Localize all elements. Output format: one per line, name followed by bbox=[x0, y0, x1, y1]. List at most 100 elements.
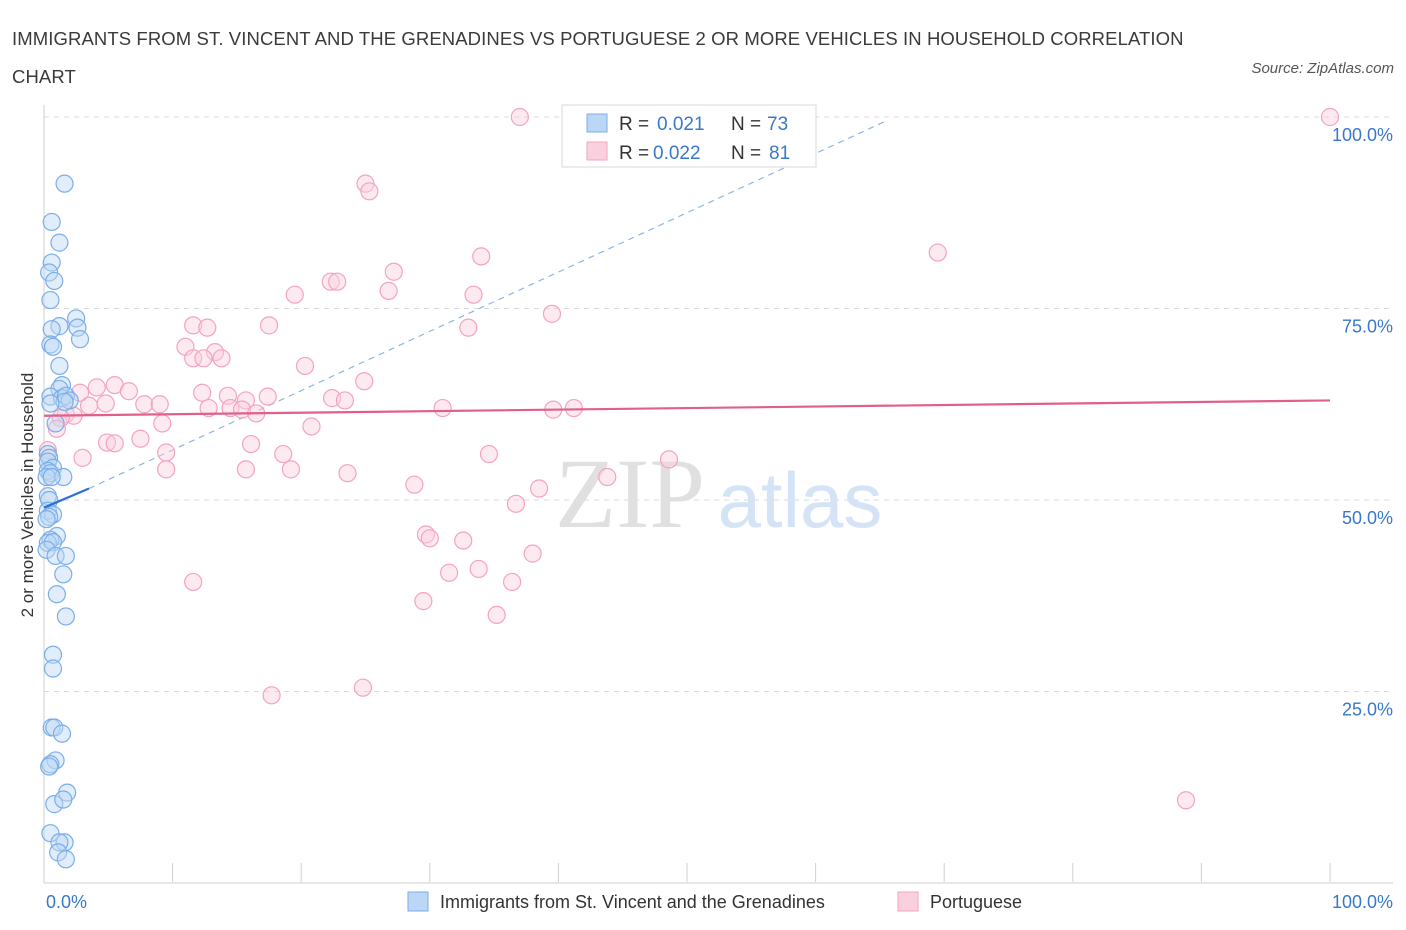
immigrant-point bbox=[56, 546, 75, 566]
portuguese-trend-line bbox=[43, 399, 1331, 417]
portuguese-point bbox=[379, 281, 398, 300]
stats-legend: R = 0.021 N = 73 R = 0.022 N = 81 bbox=[561, 104, 817, 168]
portuguese-point bbox=[194, 349, 213, 368]
svg-points bbox=[37, 174, 90, 869]
portuguese-point bbox=[281, 460, 301, 479]
blue-trend-dashed bbox=[88, 120, 887, 490]
legend-r-label-2: R = bbox=[619, 143, 649, 164]
portuguese-point bbox=[221, 398, 240, 418]
portuguese-point bbox=[236, 391, 256, 410]
immigrant-point bbox=[42, 320, 61, 339]
x-tick-label: 0.0% bbox=[46, 892, 87, 912]
portuguese-point bbox=[157, 443, 176, 462]
legend-bottom-label-blue: Immigrants from St. Vincent and the Gren… bbox=[440, 892, 825, 912]
portuguese-point bbox=[70, 383, 90, 402]
portuguese-point bbox=[355, 372, 374, 391]
portuguese-point bbox=[353, 678, 373, 697]
legend-r-value-1: 0.021 bbox=[657, 114, 705, 135]
portuguese-point bbox=[193, 383, 212, 402]
portuguese-point bbox=[153, 414, 172, 433]
portuguese-point bbox=[503, 572, 522, 592]
portuguese-point bbox=[87, 378, 106, 397]
portuguese-point bbox=[542, 304, 562, 323]
legend-swatch-pink bbox=[586, 141, 608, 161]
immigrant-point bbox=[49, 843, 68, 862]
portuguese-point bbox=[928, 243, 947, 262]
portuguese-point bbox=[405, 475, 424, 494]
portuguese-point bbox=[328, 272, 347, 291]
immigrant-point bbox=[55, 392, 74, 412]
y-tick-label: 25.0% bbox=[1342, 700, 1393, 720]
source-note: Source: ZipAtlas.com bbox=[1251, 60, 1394, 77]
portuguese-point bbox=[335, 391, 355, 410]
trend-lines bbox=[43, 399, 1331, 509]
y-tick-label: 50.0% bbox=[1342, 508, 1393, 528]
immigrant-point bbox=[37, 510, 56, 529]
x-tick-labels: 0.0% 100.0% bbox=[46, 892, 1393, 912]
portuguese-point bbox=[79, 396, 99, 415]
portuguese-point bbox=[241, 434, 261, 454]
watermark: ZIP atlas bbox=[555, 438, 882, 549]
immigrant-point bbox=[41, 290, 60, 310]
immigrant-point bbox=[42, 212, 61, 232]
immigrant-point bbox=[56, 607, 75, 626]
immigrant-point bbox=[47, 585, 66, 604]
immigrant-point bbox=[41, 335, 60, 354]
immigrant-point bbox=[42, 467, 61, 487]
immigrant-point bbox=[41, 394, 60, 413]
portuguese-point bbox=[338, 464, 357, 483]
portuguese-point bbox=[259, 316, 279, 335]
legend-n-label-1: N = bbox=[731, 114, 761, 135]
portuguese-point bbox=[295, 356, 315, 376]
immigrant-point bbox=[50, 356, 69, 376]
portuguese-point bbox=[73, 448, 92, 467]
portuguese-point bbox=[184, 349, 203, 368]
immigrant-point bbox=[46, 546, 65, 566]
watermark-atlas: atlas bbox=[718, 456, 883, 544]
portuguese-point bbox=[414, 592, 433, 611]
portuguese-point bbox=[96, 394, 115, 413]
immigrant-point bbox=[41, 530, 60, 549]
legend-r-label-1: R = bbox=[619, 114, 649, 135]
portuguese-point bbox=[439, 563, 459, 582]
portuguese-point bbox=[105, 434, 124, 453]
portuguese-point bbox=[469, 559, 488, 579]
portuguese-point bbox=[433, 398, 452, 418]
y-tick-labels: 100.0% 75.0% 50.0% 25.0% bbox=[1332, 125, 1393, 720]
portuguese-point bbox=[510, 107, 529, 127]
immigrant-point bbox=[68, 318, 87, 337]
portuguese-point bbox=[302, 417, 321, 436]
portuguese-point bbox=[236, 460, 256, 479]
blue-trend-extended bbox=[88, 120, 887, 490]
portuguese-point bbox=[135, 395, 154, 414]
portuguese-point bbox=[420, 529, 439, 548]
legend-bottom-swatch-pink bbox=[897, 891, 919, 912]
portuguese-point bbox=[131, 429, 150, 448]
immigrant-point bbox=[43, 337, 63, 356]
legend-n-value-1: 73 bbox=[767, 114, 788, 135]
legend-r-value-2: 0.022 bbox=[653, 143, 701, 164]
portuguese-point bbox=[472, 247, 491, 266]
x-tick-label: 100.0% bbox=[1332, 892, 1393, 912]
portuguese-point bbox=[1176, 791, 1196, 810]
immigrant-point bbox=[55, 174, 74, 193]
portuguese-point bbox=[360, 182, 379, 201]
legend-swatch-blue bbox=[586, 113, 608, 133]
immigrant-point bbox=[56, 850, 75, 869]
portuguese-point bbox=[479, 444, 499, 464]
immigrant-point bbox=[40, 757, 59, 776]
immigrant-point bbox=[50, 233, 69, 252]
portuguese-point bbox=[506, 494, 526, 513]
watermark-zip: ZIP bbox=[555, 438, 705, 549]
chart-title: IMMIGRANTS FROM ST. VINCENT AND THE GREN… bbox=[12, 28, 1184, 87]
portuguese-point bbox=[258, 387, 277, 406]
portuguese-point bbox=[487, 605, 506, 625]
immigrant-point bbox=[45, 795, 64, 814]
legend-n-label-2: N = bbox=[731, 143, 761, 164]
portuguese-point bbox=[384, 262, 403, 281]
portuguese-point bbox=[212, 349, 231, 368]
portuguese-point bbox=[1320, 107, 1340, 127]
y-tick-label: 100.0% bbox=[1332, 125, 1393, 145]
portuguese-point bbox=[184, 316, 203, 335]
legend-bottom-swatch-blue bbox=[407, 891, 429, 912]
